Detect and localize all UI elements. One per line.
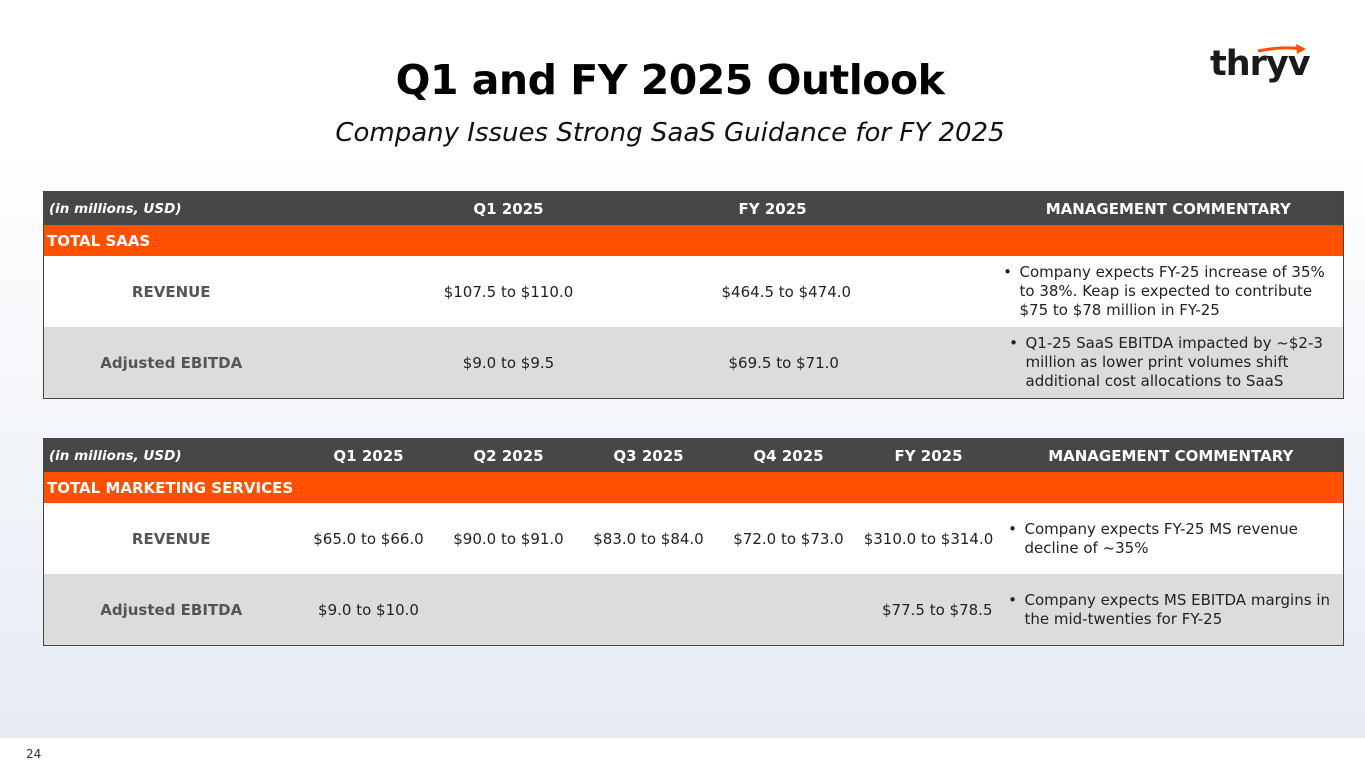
cell-fy: $69.5 to $71.0 bbox=[718, 327, 994, 399]
row-label-revenue: REVENUE bbox=[43, 256, 299, 327]
header-q1-2025: Q1 2025 bbox=[298, 438, 439, 472]
cell-q4: $72.0 to $73.0 bbox=[718, 503, 859, 574]
table-header-row: (in millions, USD) Q1 2025 FY 2025 MANAG… bbox=[43, 191, 1344, 225]
row-label-adjusted-ebitda: Adjusted EBITDA bbox=[43, 327, 299, 399]
section-row: TOTAL SAAS bbox=[43, 225, 1344, 256]
header-fy-2025: FY 2025 bbox=[858, 438, 999, 472]
cell-q4 bbox=[718, 574, 859, 646]
bullet-icon: • bbox=[1003, 263, 1012, 281]
page-subtitle: Company Issues Strong SaaS Guidance for … bbox=[335, 118, 1005, 148]
header-commentary: MANAGEMENT COMMENTARY bbox=[993, 191, 1344, 225]
cell-q2 bbox=[438, 574, 579, 646]
cell-fy: $310.0 to $314.0 bbox=[858, 503, 999, 574]
cell-commentary: • Company expects FY-25 MS revenue decli… bbox=[998, 503, 1344, 574]
table-row: Adjusted EBITDA $9.0 to $10.0 $77.5 to $… bbox=[43, 574, 1344, 646]
cell-q3: $83.0 to $84.0 bbox=[578, 503, 719, 574]
cell-q1: $107.5 to $110.0 bbox=[298, 256, 719, 327]
units-header: (in millions, USD) bbox=[43, 191, 299, 225]
cell-fy: $77.5 to $78.5 bbox=[858, 574, 999, 646]
table-row: REVENUE $65.0 to $66.0 $90.0 to $91.0 $8… bbox=[43, 503, 1344, 574]
cell-q2: $90.0 to $91.0 bbox=[438, 503, 579, 574]
table-header-row: (in millions, USD) Q1 2025 Q2 2025 Q3 20… bbox=[43, 438, 1344, 472]
header-fy-2025: FY 2025 bbox=[718, 191, 994, 225]
bullet-icon: • bbox=[1008, 519, 1017, 538]
commentary-text: Company expects FY-25 MS revenue decline… bbox=[1024, 519, 1298, 557]
header-q1-2025: Q1 2025 bbox=[298, 191, 719, 225]
header-q2-2025: Q2 2025 bbox=[438, 438, 579, 472]
table-row: REVENUE $107.5 to $110.0 $464.5 to $474.… bbox=[43, 256, 1344, 327]
section-total-marketing-services: TOTAL MARKETING SERVICES bbox=[43, 472, 1344, 503]
cell-fy: $464.5 to $474.0 bbox=[718, 256, 994, 327]
commentary-text: Company expects MS EBITDA margins in the… bbox=[1024, 590, 1331, 628]
commentary-text: Q1-25 SaaS EBITDA impacted by ~$2-3 mill… bbox=[1025, 334, 1323, 390]
section-row: TOTAL MARKETING SERVICES bbox=[43, 472, 1344, 503]
cell-commentary: • Company expects MS EBITDA margins in t… bbox=[998, 574, 1344, 646]
row-label-adjusted-ebitda: Adjusted EBITDA bbox=[43, 574, 299, 646]
marketing-services-guidance-table: (in millions, USD) Q1 2025 Q2 2025 Q3 20… bbox=[43, 438, 1344, 646]
bullet-icon: • bbox=[1008, 590, 1017, 609]
cell-q3 bbox=[578, 574, 719, 646]
page-number: 24 bbox=[26, 747, 42, 761]
table-row: Adjusted EBITDA $9.0 to $9.5 $69.5 to $7… bbox=[43, 327, 1344, 399]
header-commentary: MANAGEMENT COMMENTARY bbox=[998, 438, 1344, 472]
logo-arrow-icon bbox=[1257, 44, 1306, 54]
section-total-saas: TOTAL SAAS bbox=[43, 225, 1344, 256]
row-label-revenue: REVENUE bbox=[43, 503, 299, 574]
bullet-icon: • bbox=[1009, 334, 1018, 352]
cell-q1: $65.0 to $66.0 bbox=[298, 503, 439, 574]
footer-band bbox=[0, 738, 1365, 768]
cell-commentary: • Q1-25 SaaS EBITDA impacted by ~$2-3 mi… bbox=[993, 327, 1344, 399]
cell-q1: $9.0 to $9.5 bbox=[298, 327, 719, 399]
header-q4-2025: Q4 2025 bbox=[718, 438, 859, 472]
units-header: (in millions, USD) bbox=[43, 438, 299, 472]
header-q3-2025: Q3 2025 bbox=[578, 438, 719, 472]
commentary-text: Company expects FY-25 increase of 35% to… bbox=[1019, 263, 1325, 319]
saas-guidance-table: (in millions, USD) Q1 2025 FY 2025 MANAG… bbox=[43, 191, 1344, 399]
page-title: Q1 and FY 2025 Outlook bbox=[395, 56, 945, 104]
cell-commentary: • Company expects FY-25 increase of 35% … bbox=[993, 256, 1344, 327]
thryv-logo: thryv bbox=[1210, 42, 1311, 86]
cell-q1: $9.0 to $10.0 bbox=[298, 574, 439, 646]
